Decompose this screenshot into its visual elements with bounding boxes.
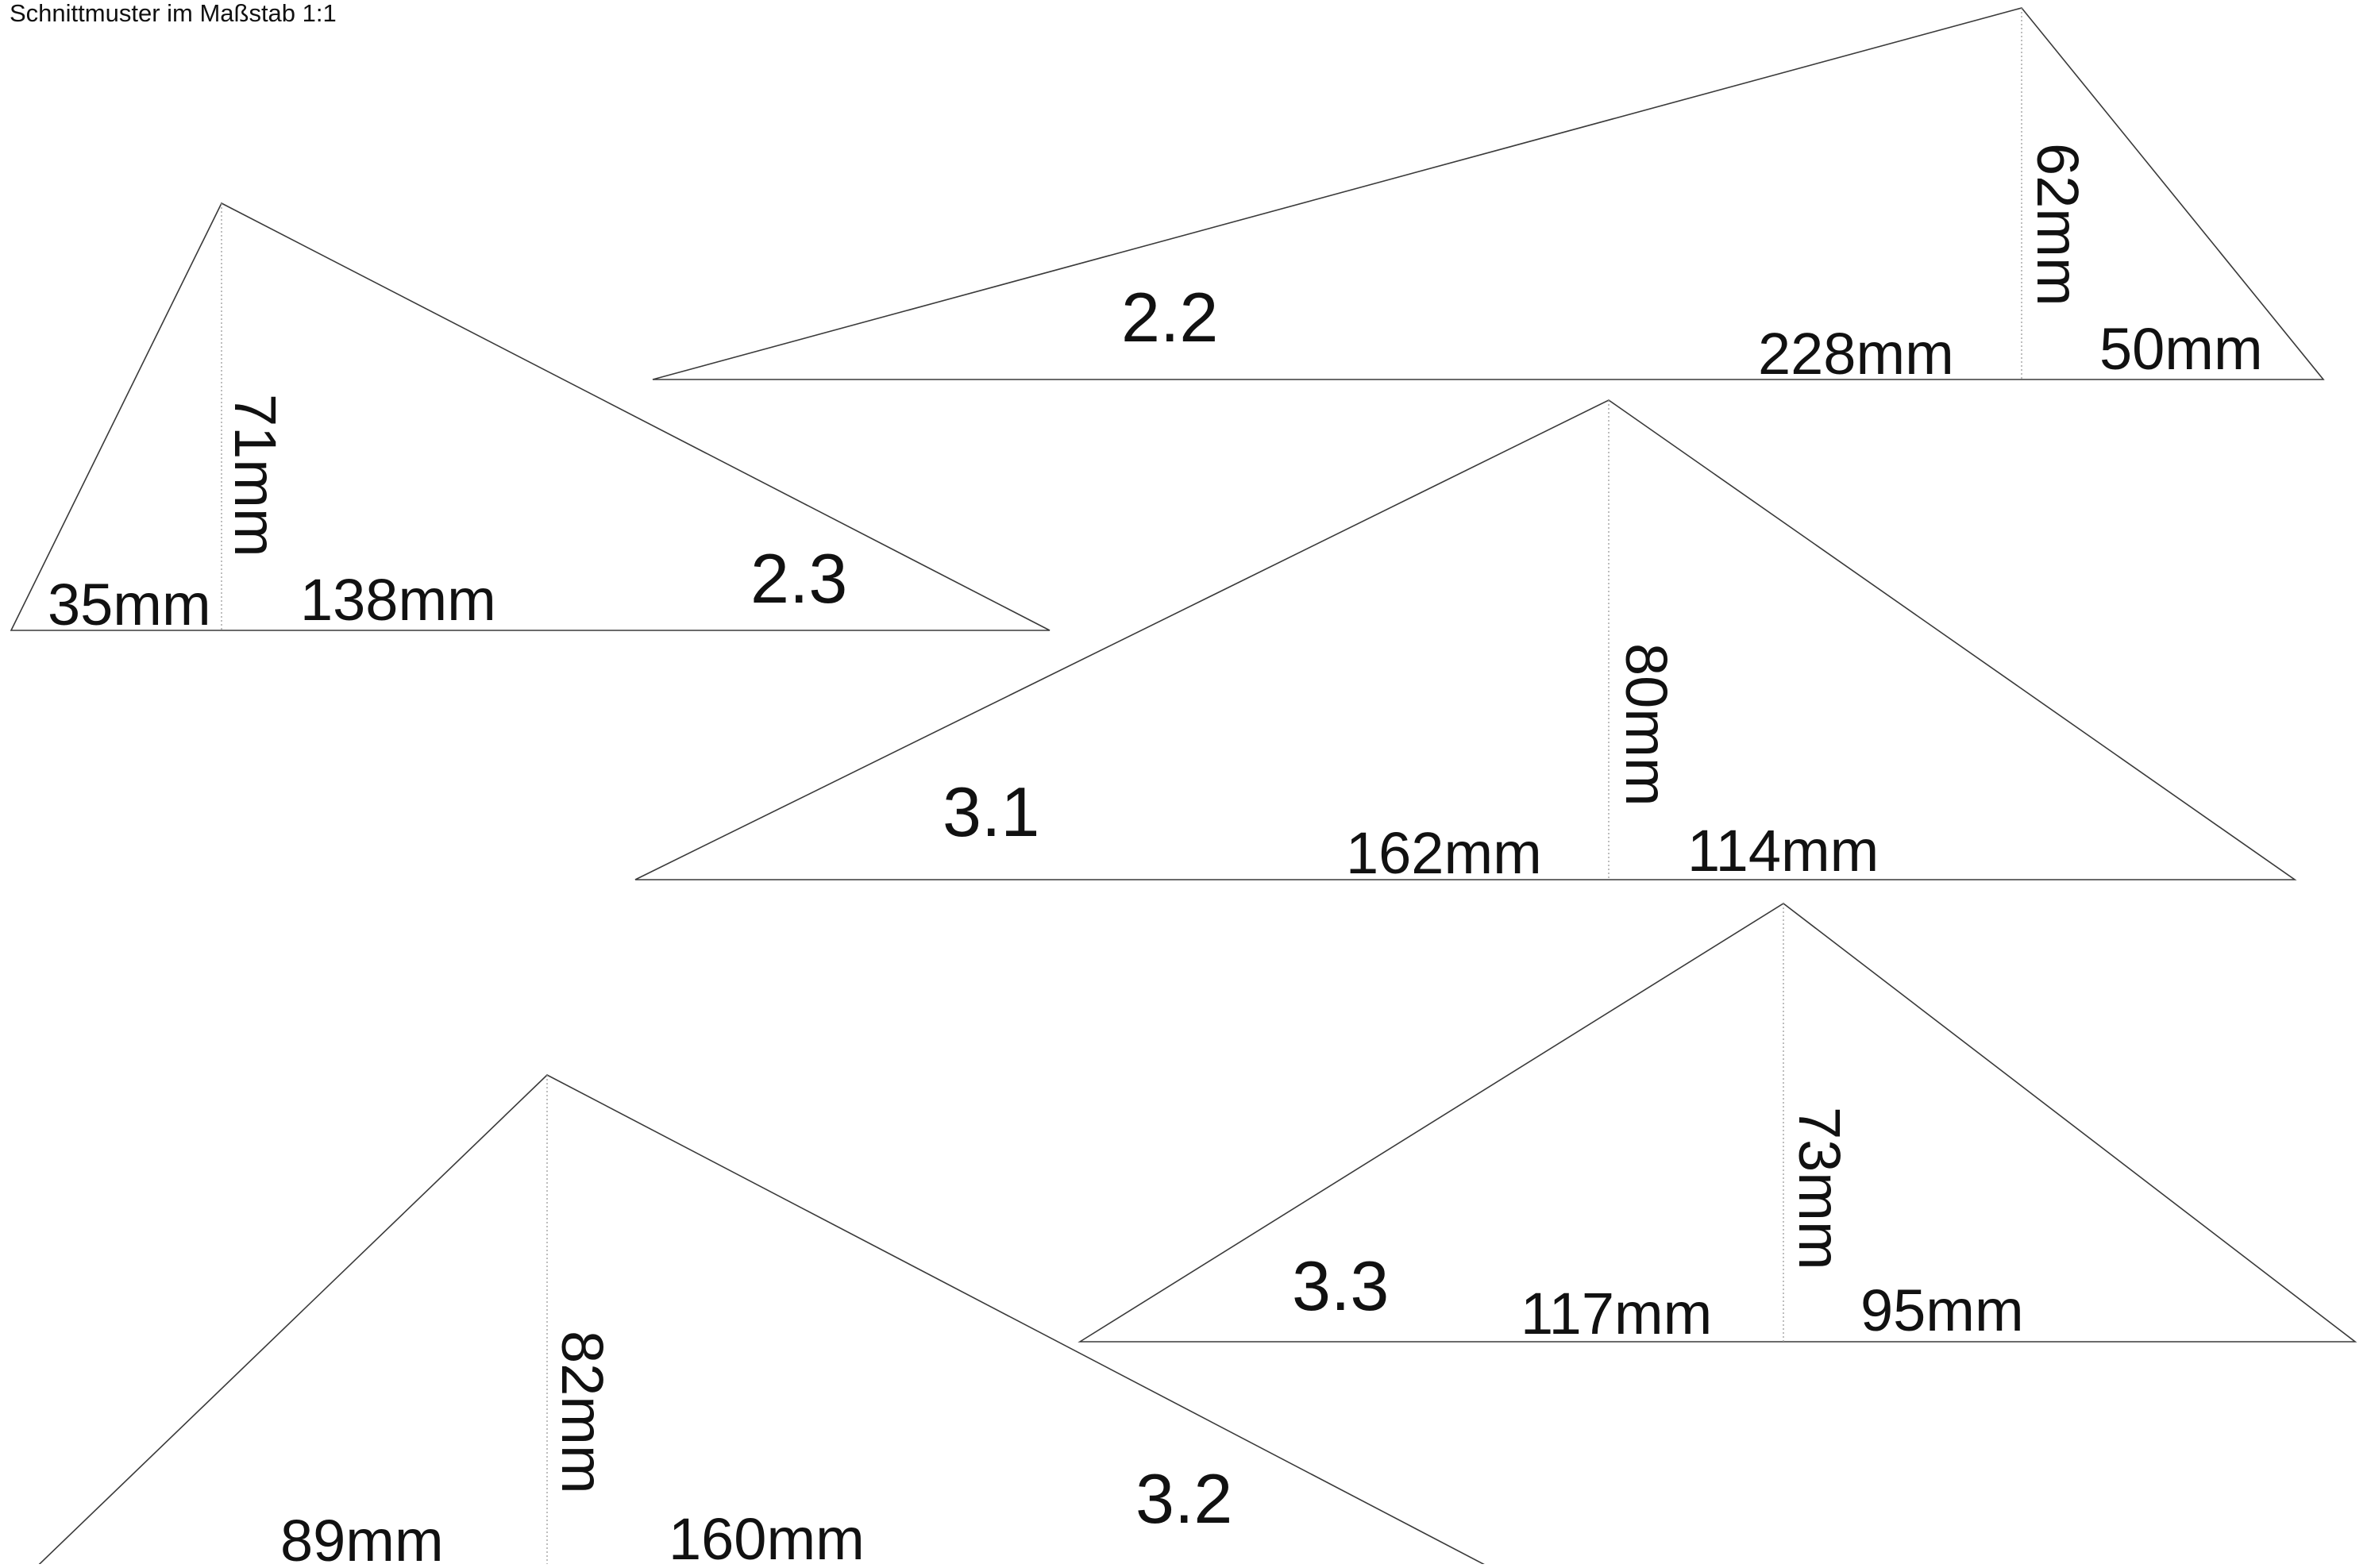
piece-3-2-left-base: 89mm — [280, 1508, 444, 1564]
piece-3-1-left-base: 162mm — [1346, 820, 1542, 886]
page-title: Schnittmuster im Maßstab 1:1 — [10, 0, 337, 27]
piece-3-1-label: 3.1 — [943, 772, 1039, 851]
piece-3-3-right-base: 95mm — [1860, 1277, 2024, 1343]
piece-2-2: 2.2 228mm 50mm 62mm — [652, 7, 2325, 387]
piece-3-2-outline — [34, 1074, 1493, 1568]
piece-2-3-left-base: 35mm — [48, 572, 211, 638]
piece-2-3-label: 2.3 — [750, 539, 847, 618]
piece-3-3-label: 3.3 — [1292, 1246, 1389, 1325]
piece-3-2-height: 82mm — [549, 1331, 615, 1494]
piece-3-3-left-base: 117mm — [1521, 1281, 1712, 1346]
piece-3-3-height: 73mm — [1787, 1107, 1852, 1270]
piece-2-3-right-base: 138mm — [300, 567, 496, 633]
piece-2-2-height: 62mm — [2025, 143, 2091, 306]
piece-2-2-label: 2.2 — [1121, 278, 1218, 356]
piece-2-3: 2.3 35mm 138mm 71mm — [10, 202, 1051, 638]
piece-3-3: 3.3 117mm 95mm 73mm — [1078, 903, 2358, 1346]
piece-3-1-right-base: 114mm — [1687, 818, 1879, 884]
piece-3-1-height: 80mm — [1613, 643, 1679, 807]
piece-2-2-outline — [652, 7, 2325, 380]
piece-3-3-outline — [1078, 903, 2358, 1343]
piece-3-1-outline — [634, 399, 2297, 880]
piece-3-2-label: 3.2 — [1135, 1459, 1232, 1538]
piece-3-1: 3.1 162mm 114mm 80mm — [634, 399, 2297, 886]
piece-2-2-right-base: 50mm — [2099, 316, 2263, 382]
piece-3-2-right-base: 160mm — [669, 1506, 865, 1564]
piece-2-3-outline — [10, 202, 1051, 631]
piece-3-2: 3.2 89mm 160mm 82mm — [34, 1074, 1493, 1568]
piece-2-2-left-base: 228mm — [1758, 321, 1954, 387]
piece-2-3-height: 71mm — [222, 394, 288, 557]
